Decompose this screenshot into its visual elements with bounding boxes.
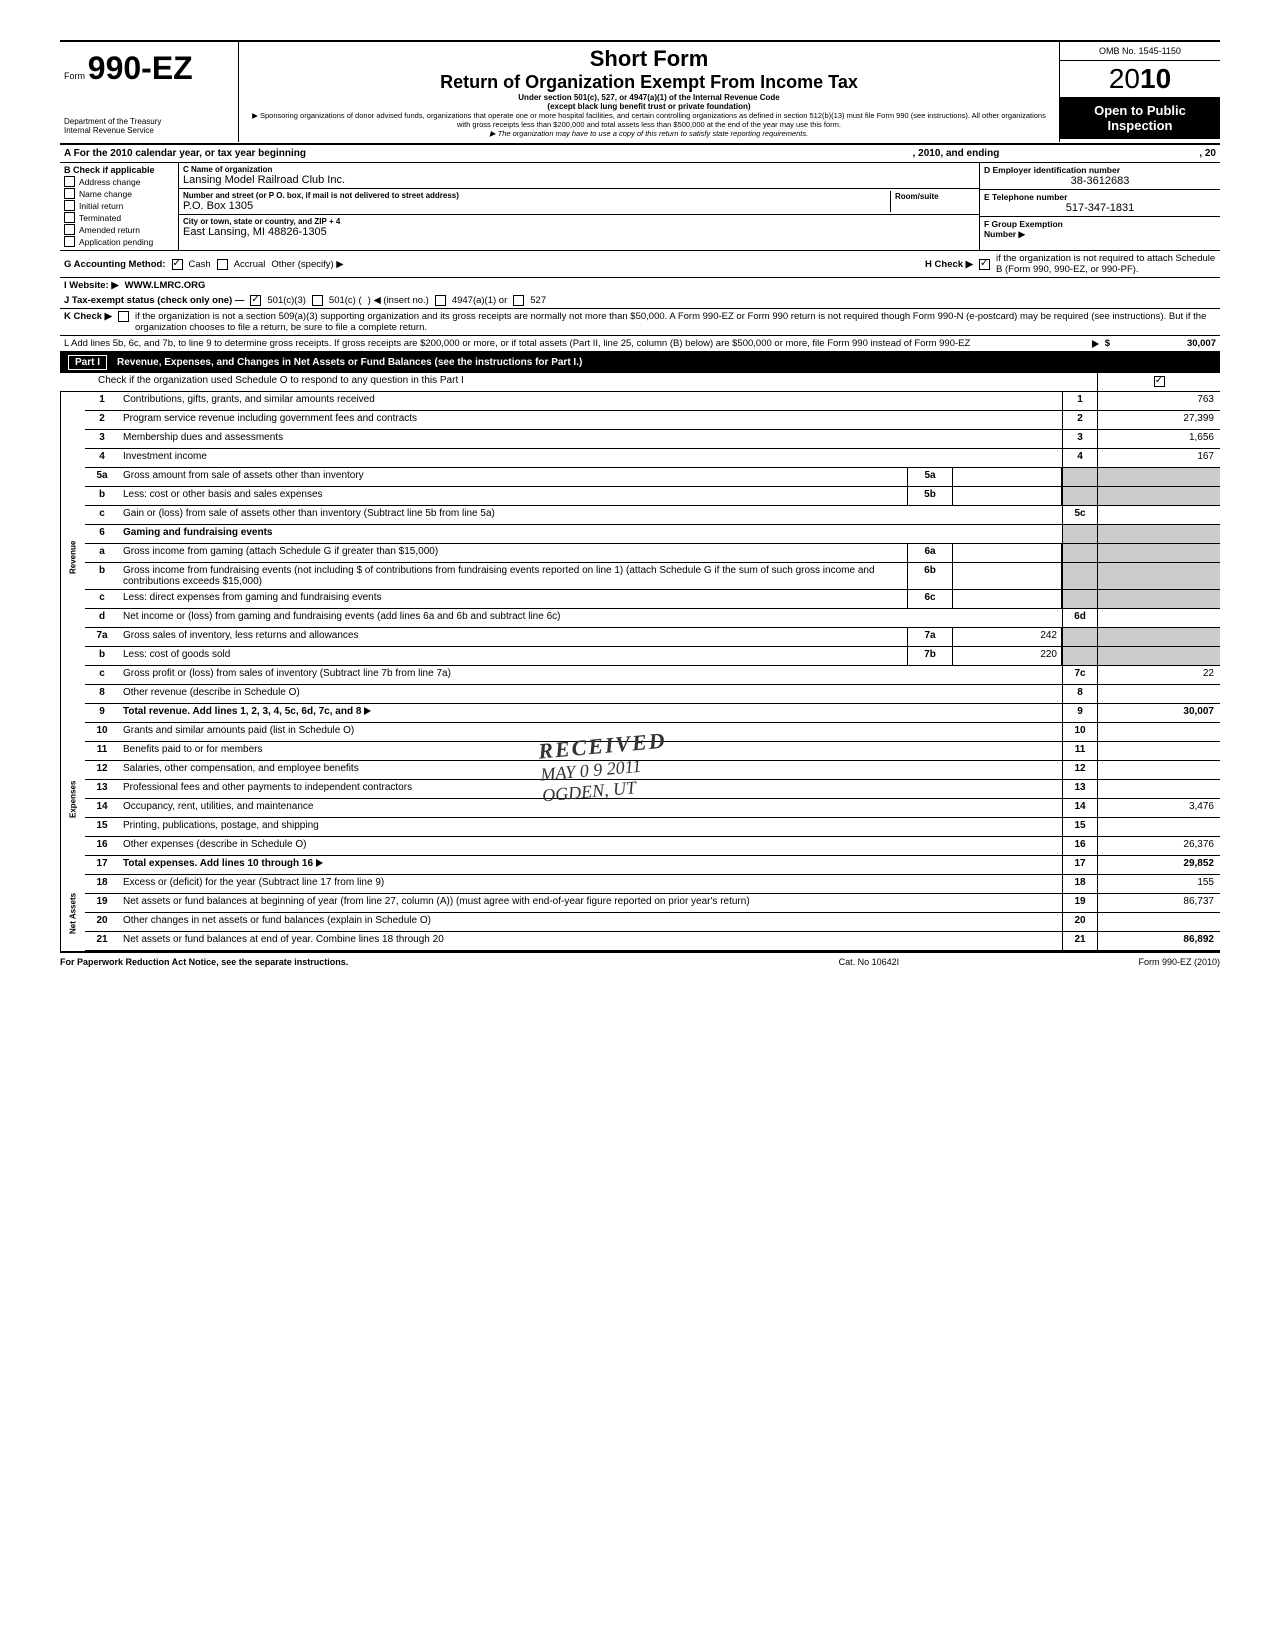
side-revenue: Revenue xyxy=(60,392,85,723)
part-title: Revenue, Expenses, and Changes in Net As… xyxy=(117,357,1212,368)
k-text: if the organization is not a section 509… xyxy=(135,311,1216,333)
h-text2: if the organization is not required to a… xyxy=(996,253,1216,275)
org-name: Lansing Model Railroad Club Inc. xyxy=(183,174,975,186)
note1: ▶ Sponsoring organizations of donor advi… xyxy=(249,111,1049,129)
org-street: P.O. Box 1305 xyxy=(183,200,890,212)
row-i: I Website: ▶ WWW.LMRC.ORG xyxy=(60,278,1220,293)
chk-cash[interactable] xyxy=(172,259,183,270)
h-label: H Check ▶ xyxy=(925,259,973,270)
chk-initial[interactable]: Initial return xyxy=(64,200,174,211)
part-label: Part I xyxy=(68,355,107,370)
k-label: K Check ▶ xyxy=(64,311,112,322)
chk-527[interactable] xyxy=(513,295,524,306)
year-bold: 10 xyxy=(1140,63,1171,94)
revenue-section: Revenue 1Contributions, gifts, grants, a… xyxy=(60,392,1220,723)
l-val: 30,007 xyxy=(1116,338,1216,349)
chk-501c[interactable] xyxy=(312,295,323,306)
subtitle2: (except black lung benefit trust or priv… xyxy=(249,102,1049,111)
open-public: Open to Public Inspection xyxy=(1060,97,1220,139)
j-label: J Tax-exempt status (check only one) — xyxy=(64,295,244,306)
form-id-box: Form 990-EZ Department of the Treasury I… xyxy=(60,42,238,143)
arrow-icon xyxy=(364,707,371,715)
row-a-mid: , 2010, and ending xyxy=(913,148,1000,159)
chk-address[interactable]: Address change xyxy=(64,176,174,187)
chk-h[interactable] xyxy=(979,259,990,270)
part1-check-row: Check if the organization used Schedule … xyxy=(60,373,1220,392)
title1: Short Form xyxy=(249,46,1049,72)
col-c: C Name of organization Lansing Model Rai… xyxy=(179,163,979,250)
chk-accrual[interactable] xyxy=(217,259,228,270)
chk-schedO[interactable] xyxy=(1154,376,1165,387)
received-stamp: RECEIVED MAY 0 9 2011 OGDEN, UT xyxy=(537,728,671,807)
b-label: B Check if applicable xyxy=(64,165,174,175)
i-label: I Website: ▶ xyxy=(64,280,119,291)
row-g-h: G Accounting Method: Cash Accrual Other … xyxy=(60,251,1220,278)
c-city-label: City or town, state or country, and ZIP … xyxy=(183,217,975,226)
g-label: G Accounting Method: xyxy=(64,259,166,270)
note2: ▶ The organization may have to use a cop… xyxy=(249,129,1049,138)
chk-k[interactable] xyxy=(118,311,129,322)
f-label: F Group Exemption xyxy=(984,219,1216,229)
dept1: Department of the Treasury xyxy=(64,117,234,126)
chk-501c3[interactable] xyxy=(250,295,261,306)
chk-amended[interactable]: Amended return xyxy=(64,224,174,235)
arrow-icon xyxy=(316,859,323,867)
footer-right: Form 990-EZ (2010) xyxy=(1138,957,1220,967)
footer-mid: Cat. No 10642I xyxy=(599,957,1138,967)
chk-pending[interactable]: Application pending xyxy=(64,236,174,247)
e-label: E Telephone number xyxy=(984,192,1216,202)
dept2: Internal Revenue Service xyxy=(64,126,234,135)
row-a-text: A For the 2010 calendar year, or tax yea… xyxy=(64,148,306,159)
org-city: East Lansing, MI 48826-1305 xyxy=(183,226,975,238)
omb: OMB No. 1545-1150 xyxy=(1060,42,1220,61)
col-b: B Check if applicable Address change Nam… xyxy=(60,163,179,250)
side-netassets: Net Assets xyxy=(60,875,85,951)
part1-header: Part I Revenue, Expenses, and Changes in… xyxy=(60,352,1220,373)
row-j: J Tax-exempt status (check only one) — 5… xyxy=(60,293,1220,309)
c-street-label: Number and street (or P O. box, if mail … xyxy=(183,191,890,200)
footer-left: For Paperwork Reduction Act Notice, see … xyxy=(60,957,599,967)
form-header: Form 990-EZ Department of the Treasury I… xyxy=(60,40,1220,143)
d-label: D Employer identification number xyxy=(984,165,1216,175)
col-def: D Employer identification number 38-3612… xyxy=(979,163,1220,250)
section-bcdef: B Check if applicable Address change Nam… xyxy=(60,163,1220,251)
part1-check-text: Check if the organization used Schedule … xyxy=(94,373,1097,391)
netassets-section: Net Assets 18Excess or (deficit) for the… xyxy=(60,875,1220,951)
website: WWW.LMRC.ORG xyxy=(125,280,206,291)
chk-name[interactable]: Name change xyxy=(64,188,174,199)
expenses-section: Expenses 10Grants and similar amounts pa… xyxy=(60,723,1220,875)
ein: 38-3612683 xyxy=(984,175,1216,187)
row-a: A For the 2010 calendar year, or tax yea… xyxy=(60,143,1220,163)
right-box: OMB No. 1545-1150 2010 Open to Public In… xyxy=(1060,42,1220,139)
tax-year: 2010 xyxy=(1060,61,1220,97)
form-number: 990-EZ xyxy=(88,50,193,86)
chk-4947[interactable] xyxy=(435,295,446,306)
row-a-end: , 20 xyxy=(1199,148,1216,159)
side-expenses: Expenses xyxy=(60,723,85,875)
footer: For Paperwork Reduction Act Notice, see … xyxy=(60,951,1220,967)
year-prefix: 20 xyxy=(1109,63,1140,94)
row-k: K Check ▶ if the organization is not a s… xyxy=(60,309,1220,336)
title-box: Short Form Return of Organization Exempt… xyxy=(238,42,1060,142)
l-text: L Add lines 5b, 6c, and 7b, to line 9 to… xyxy=(64,338,1086,349)
c-name-label: C Name of organization xyxy=(183,165,975,174)
subtitle1: Under section 501(c), 527, or 4947(a)(1)… xyxy=(249,93,1049,102)
title2: Return of Organization Exempt From Incom… xyxy=(249,72,1049,93)
chk-terminated[interactable]: Terminated xyxy=(64,212,174,223)
room-label: Room/suite xyxy=(895,192,939,201)
arrow-icon xyxy=(1092,340,1099,348)
f-label2: Number ▶ xyxy=(984,229,1216,240)
form-prefix: Form xyxy=(64,71,85,81)
row-l: L Add lines 5b, 6c, and 7b, to line 9 to… xyxy=(60,336,1220,352)
phone: 517-347-1831 xyxy=(984,202,1216,214)
